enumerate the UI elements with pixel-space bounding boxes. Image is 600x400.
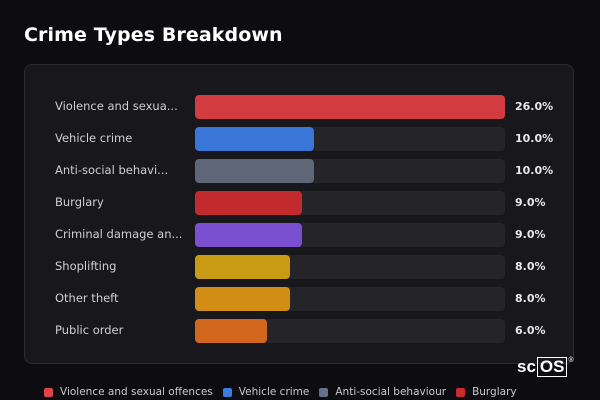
value-label: 10.0%: [515, 164, 554, 177]
category-label: Anti-social behavi...: [55, 163, 169, 177]
bar-row: Vehicle crime 10.0%: [25, 127, 573, 151]
bar: [195, 287, 290, 311]
value-label: 26.0%: [515, 100, 554, 113]
bar-row: Shoplifting 8.0%: [25, 255, 573, 279]
bar: [195, 223, 302, 247]
bar: [195, 159, 314, 183]
bar-row: Public order 6.0%: [25, 319, 573, 343]
bar-row: Violence and sexua... 26.0%: [25, 95, 573, 119]
bar-track: [195, 159, 505, 183]
value-label: 6.0%: [515, 324, 546, 337]
bar-track: [195, 287, 505, 311]
category-label: Violence and sexua...: [55, 99, 178, 113]
bar-row: Burglary 9.0%: [25, 191, 573, 215]
bar: [195, 127, 314, 151]
legend-swatch: [319, 387, 329, 397]
chart-title: Crime Types Breakdown: [24, 24, 283, 46]
brand-logo: sc OS ®: [517, 357, 574, 377]
bar: [195, 319, 267, 343]
bar: [195, 255, 290, 279]
brand-reg: ®: [568, 357, 574, 364]
legend-label: Burglary: [472, 386, 517, 398]
legend-label: Vehicle crime: [238, 386, 310, 398]
category-label: Other theft: [55, 291, 119, 305]
bar-track: [195, 95, 505, 119]
category-label: Burglary: [55, 195, 104, 209]
bar-track: [195, 127, 505, 151]
chart-legend: Violence and sexual offences Vehicle crim…: [44, 386, 517, 398]
bar-row: Other theft 8.0%: [25, 287, 573, 311]
value-label: 8.0%: [515, 292, 546, 305]
legend-swatch: [44, 387, 53, 397]
bar-track: [195, 191, 505, 215]
legend-swatch: [456, 387, 466, 397]
category-label: Shoplifting: [55, 259, 117, 273]
bar-track: [195, 255, 505, 279]
legend-item: Anti-social behaviour: [319, 386, 446, 398]
bar-row: Anti-social behavi... 10.0%: [25, 159, 573, 183]
legend-item: Violence and sexual offences: [44, 386, 213, 398]
legend-label: Violence and sexual offences: [60, 386, 213, 398]
legend-item: Vehicle crime: [222, 386, 310, 398]
value-label: 9.0%: [515, 196, 546, 209]
value-label: 10.0%: [515, 132, 554, 145]
category-label: Criminal damage an...: [55, 227, 183, 241]
category-label: Vehicle crime: [55, 131, 133, 145]
legend-label: Anti-social behaviour: [335, 386, 447, 398]
brand-prefix: sc: [517, 357, 536, 376]
category-label: Public order: [55, 323, 124, 337]
value-label: 8.0%: [515, 260, 546, 273]
bar: [195, 95, 505, 119]
legend-swatch: [222, 387, 232, 397]
bar-track: [195, 319, 505, 343]
bar: [195, 191, 302, 215]
chart-panel: Violence and sexua... 26.0% Vehicle crime 1…: [24, 64, 574, 364]
legend-item: Burglary: [456, 386, 517, 398]
value-label: 9.0%: [515, 228, 546, 241]
brand-boxed: OS: [536, 357, 568, 377]
bar-track: [195, 223, 505, 247]
bar-row: Criminal damage an... 9.0%: [25, 223, 573, 247]
